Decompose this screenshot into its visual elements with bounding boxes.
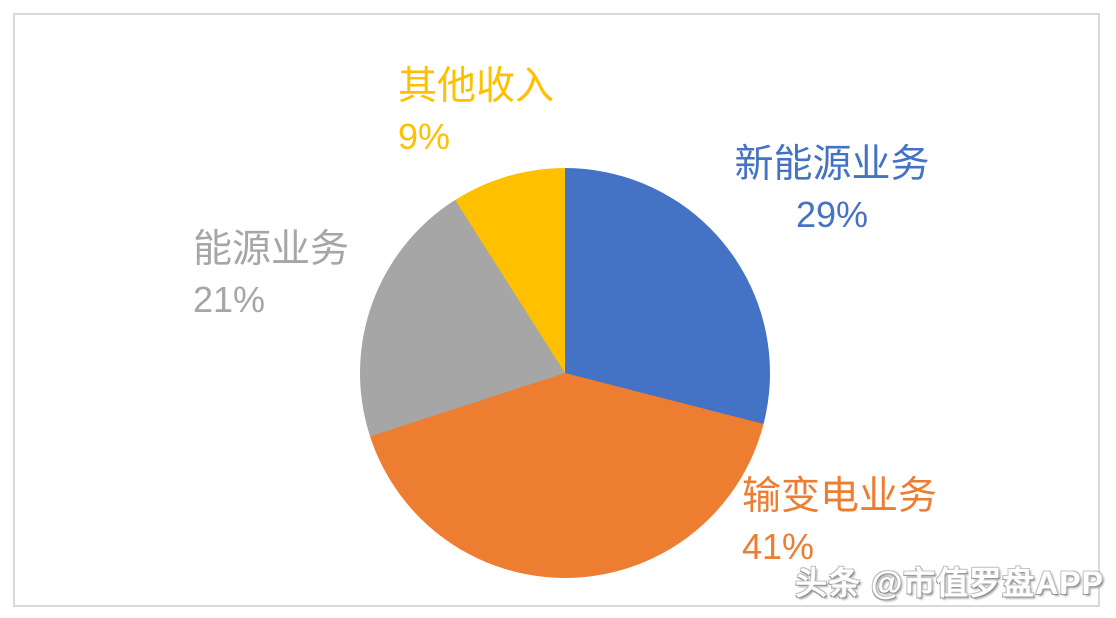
slice-percent: 21% — [193, 279, 266, 320]
slice-name: 输变电业务 — [742, 475, 938, 518]
slice-name: 新能源业务 — [734, 143, 930, 186]
pie-chart — [360, 168, 770, 578]
slice-label-power-transmission: 输变电业务 41% — [742, 472, 937, 572]
slice-percent: 29% — [795, 194, 869, 235]
slice-percent: 41% — [742, 526, 815, 567]
slice-label-energy: 能源业务 21% — [193, 225, 349, 325]
slice-label-other-income: 其他收入 9% — [398, 62, 554, 162]
slice-name: 其他收入 — [398, 65, 555, 108]
slice-label-new-energy: 新能源业务 29% — [692, 140, 972, 240]
slice-percent: 9% — [398, 116, 451, 157]
watermark: 头条 @市值罗盘APP — [795, 565, 1104, 601]
slice-name: 能源业务 — [193, 228, 350, 271]
